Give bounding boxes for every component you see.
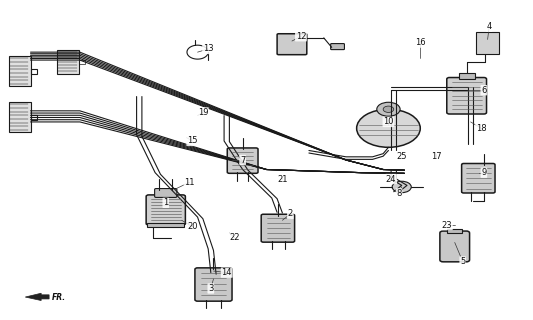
Text: 8: 8 xyxy=(397,189,402,198)
Bar xyxy=(10,102,30,132)
Circle shape xyxy=(357,109,420,147)
Bar xyxy=(79,60,85,64)
Polygon shape xyxy=(25,293,49,300)
Text: 10: 10 xyxy=(383,117,394,126)
Circle shape xyxy=(377,102,400,116)
Text: 22: 22 xyxy=(229,233,240,242)
FancyBboxPatch shape xyxy=(440,231,470,262)
FancyBboxPatch shape xyxy=(146,195,185,225)
Text: 11: 11 xyxy=(184,178,195,187)
Text: 20: 20 xyxy=(187,222,198,231)
Bar xyxy=(447,229,462,233)
Circle shape xyxy=(383,106,394,112)
Text: 18: 18 xyxy=(476,124,487,133)
FancyBboxPatch shape xyxy=(261,214,295,242)
Text: 24: 24 xyxy=(386,174,397,184)
Text: 9: 9 xyxy=(481,168,487,177)
FancyBboxPatch shape xyxy=(462,164,495,193)
Text: 23: 23 xyxy=(441,220,452,229)
FancyBboxPatch shape xyxy=(155,188,177,197)
FancyBboxPatch shape xyxy=(195,268,232,301)
Bar xyxy=(147,223,184,227)
Bar xyxy=(10,56,30,86)
FancyBboxPatch shape xyxy=(330,44,344,50)
Bar xyxy=(30,115,37,120)
Text: FR.: FR. xyxy=(52,292,66,301)
Bar xyxy=(30,69,37,74)
Text: 14: 14 xyxy=(222,268,232,277)
FancyBboxPatch shape xyxy=(447,77,487,114)
Text: 6: 6 xyxy=(481,86,487,95)
Text: 4: 4 xyxy=(487,22,492,31)
Bar xyxy=(476,32,499,54)
Text: 12: 12 xyxy=(296,32,306,41)
Bar xyxy=(459,73,475,79)
Text: 1: 1 xyxy=(163,198,168,207)
Text: 25: 25 xyxy=(397,152,407,161)
FancyBboxPatch shape xyxy=(277,34,307,55)
Text: 7: 7 xyxy=(240,156,245,164)
Text: 3: 3 xyxy=(208,284,214,293)
Circle shape xyxy=(392,181,411,193)
Text: 16: 16 xyxy=(415,38,425,47)
Text: 15: 15 xyxy=(187,136,198,146)
Text: 5: 5 xyxy=(460,257,465,266)
Text: 21: 21 xyxy=(277,174,288,184)
Text: 13: 13 xyxy=(203,44,214,53)
FancyBboxPatch shape xyxy=(227,148,258,173)
Text: 2: 2 xyxy=(288,209,293,219)
Text: 19: 19 xyxy=(198,108,208,117)
Bar xyxy=(57,50,79,74)
Text: 17: 17 xyxy=(431,152,441,161)
